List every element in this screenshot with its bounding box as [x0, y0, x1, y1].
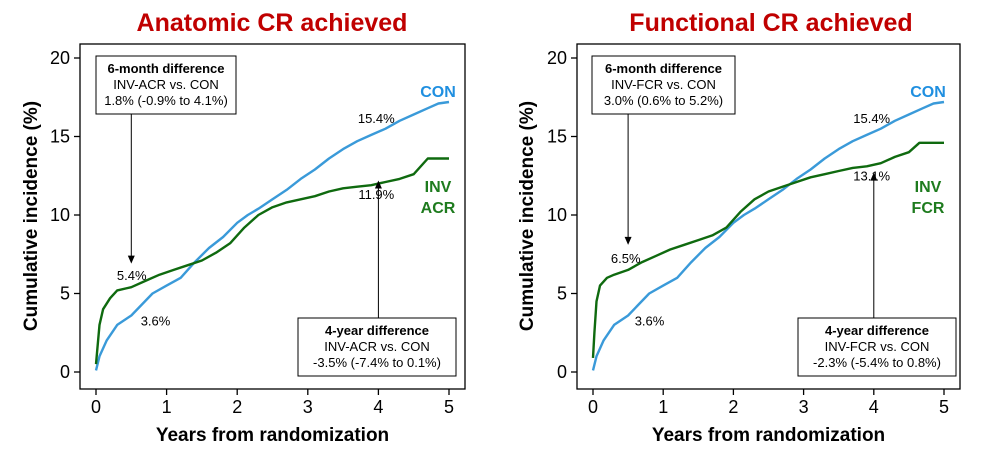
x-tick-label: 0	[91, 397, 101, 417]
plot-frame	[79, 43, 466, 390]
y-tick-label: 15	[50, 127, 70, 147]
x-axis-label: Years from randomization	[156, 425, 389, 446]
series-line-inv	[94, 157, 449, 365]
chart-panel-functional: Functional CR achieved 0 5 10 15 20 0 1 2 3 4 5 Year…	[517, 9, 961, 446]
annotation-heading: 6-month difference	[605, 61, 722, 76]
annotation-comparison: INV-FCR vs. CON	[825, 339, 930, 354]
annotation-arrowhead	[624, 236, 632, 245]
y-tick-label: 5	[557, 284, 567, 304]
series-line-inv	[591, 141, 944, 358]
series-label-inv-type: FCR	[912, 200, 945, 217]
y-axis-label: Cumulative incidence (%)	[21, 101, 42, 331]
data-label: 6.5%	[611, 251, 641, 266]
data-label: 3.6%	[141, 313, 171, 328]
series-label-inv: INV	[915, 179, 942, 196]
series-label-inv: INV	[425, 179, 452, 196]
data-label: 15.4%	[358, 111, 395, 126]
x-tick-label: 5	[939, 397, 949, 417]
data-label: 3.6%	[635, 313, 665, 328]
y-tick-label: 10	[547, 205, 567, 225]
annotation-estimate: -3.5% (-7.4% to 0.1%)	[313, 355, 441, 370]
annotation-arrowhead	[374, 180, 382, 189]
chart-title: Functional CR achieved	[629, 9, 912, 37]
annotation-estimate: -2.3% (-5.4% to 0.8%)	[813, 355, 941, 370]
data-label: 11.9%	[358, 187, 394, 202]
annotation-heading: 4-year difference	[825, 323, 929, 338]
x-tick-label: 2	[728, 397, 738, 417]
y-tick-label: 0	[557, 362, 567, 382]
y-tick-label: 15	[547, 127, 567, 147]
series-label-con: CON	[910, 84, 946, 101]
annotation-arrowhead	[127, 255, 135, 264]
plot-frame	[576, 43, 961, 390]
annotation-estimate: 3.0% (0.6% to 5.2%)	[604, 93, 723, 108]
series-line-con	[94, 100, 450, 371]
annotation-box	[797, 317, 957, 377]
x-tick-label: 2	[232, 397, 242, 417]
annotation-heading: 6-month difference	[107, 61, 224, 76]
annotation-comparison: INV-ACR vs. CON	[113, 77, 218, 92]
y-tick-label: 20	[50, 48, 70, 68]
data-label: 15.4%	[853, 111, 890, 126]
annotation-arrowhead	[870, 172, 878, 181]
x-tick-label: 4	[373, 397, 383, 417]
series-label-con: CON	[420, 84, 456, 101]
x-tick-label: 0	[588, 397, 598, 417]
x-tick-label: 1	[162, 397, 172, 417]
x-tick-label: 1	[658, 397, 668, 417]
annotation-comparison: INV-ACR vs. CON	[324, 339, 429, 354]
x-tick-label: 3	[303, 397, 313, 417]
annotation-heading: 4-year difference	[325, 323, 429, 338]
chart-panel-anatomic: Anatomic CR achieved 0 5 10 15 20 0 1 2 3 4 5 Years …	[21, 9, 466, 446]
annotation-box	[297, 317, 457, 377]
chart-title: Anatomic CR achieved	[137, 9, 408, 37]
x-tick-label: 5	[444, 397, 454, 417]
y-tick-label: 5	[60, 284, 70, 304]
x-tick-label: 4	[869, 397, 879, 417]
annotation-box	[591, 55, 736, 115]
annotation-comparison: INV-FCR vs. CON	[611, 77, 716, 92]
x-axis-label: Years from randomization	[652, 425, 885, 446]
x-tick-label: 3	[799, 397, 809, 417]
y-axis-label: Cumulative incidence (%)	[517, 101, 538, 331]
y-tick-label: 0	[60, 362, 70, 382]
y-tick-label: 10	[50, 205, 70, 225]
annotation-box	[95, 55, 237, 115]
annotation-estimate: 1.8% (-0.9% to 4.1%)	[104, 93, 228, 108]
data-label: 5.4%	[117, 268, 147, 283]
series-label-inv-type: ACR	[421, 200, 456, 217]
data-label: 13.1%	[853, 168, 890, 183]
series-line-con	[591, 100, 945, 371]
y-tick-label: 20	[547, 48, 567, 68]
